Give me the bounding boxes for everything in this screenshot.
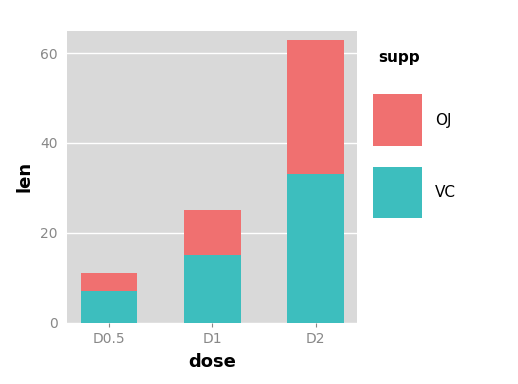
Text: VC: VC (435, 185, 456, 200)
FancyBboxPatch shape (373, 94, 422, 146)
Bar (80, 291, 137, 323)
Bar (287, 40, 344, 174)
Y-axis label: len: len (15, 161, 33, 192)
FancyBboxPatch shape (373, 167, 422, 218)
Bar (80, 273, 137, 291)
Bar (184, 255, 241, 323)
Bar (287, 174, 344, 323)
X-axis label: dose: dose (189, 353, 236, 371)
Text: supp: supp (378, 50, 420, 65)
Text: OJ: OJ (435, 113, 452, 127)
Bar (184, 210, 241, 255)
